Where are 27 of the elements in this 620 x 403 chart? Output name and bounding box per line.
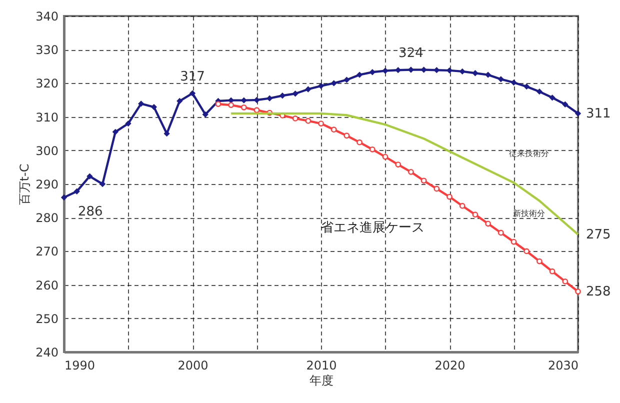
x-tick-label: 2000 [178,358,208,372]
y-tick-label: 250 [36,312,58,326]
annotation: 324 [398,46,424,61]
x-tick-label: 2030 [548,358,578,372]
y-tick-label: 280 [36,211,58,226]
annotation: 従来技術分 [509,148,550,158]
text: 省エネ進展ケース [320,220,424,236]
y-tick-label: 270 [36,244,58,259]
annotation: 286 [78,204,103,220]
annotation: 317 [180,69,205,84]
annotation: 311 [586,106,611,122]
y-tick-label: 240 [36,346,58,360]
annotation: 258 [586,284,611,300]
y-tick-label: 320 [36,76,58,91]
x-tick-label: 2010 [306,358,337,372]
x-tick-label: 1990 [64,358,96,372]
y-tick-label: 290 [36,178,58,192]
y-tick-label: 340 [36,10,58,24]
y-tick-label: 310 [36,110,58,124]
y-axis-title: 百万t-C [18,164,32,206]
x-tick-label: 2020 [434,358,466,372]
y-tick-label: 300 [36,144,58,158]
y-tick-label: 330 [36,43,58,58]
annotation: 275 [586,227,611,242]
x-axis-title: 年度 [310,374,334,388]
y-tick-label: 260 [36,278,58,292]
annotation: 新技術分 [513,209,546,218]
